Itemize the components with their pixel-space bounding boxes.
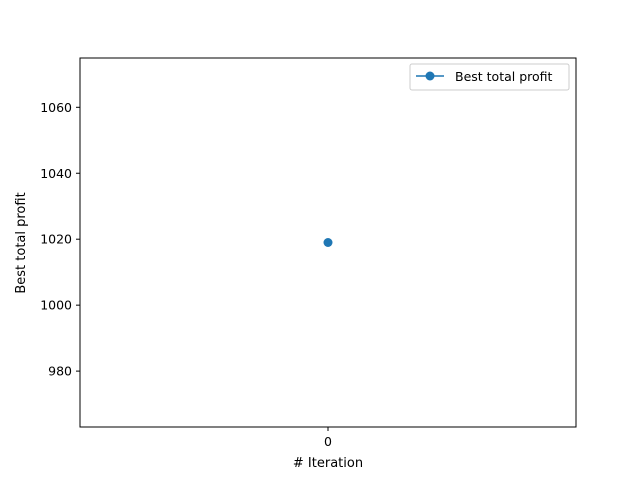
data-point-0-0 [323, 238, 333, 247]
series-layer [323, 238, 333, 247]
y-tick-label-3: 1040 [40, 166, 72, 181]
y-tick-label-0: 980 [48, 364, 72, 379]
y-tick-label-2: 1020 [40, 232, 72, 247]
legend-marker-swatch [425, 71, 435, 81]
y-tick-label-4: 1060 [40, 100, 72, 115]
x-axis-label: # Iteration [293, 456, 363, 471]
y-axis-ticks: 980 1000 1020 1040 1060 [40, 100, 80, 379]
x-tick-label-0: 0 [324, 434, 332, 449]
legend: Best total profit [409, 63, 570, 91]
y-tick-label-1: 1000 [40, 298, 72, 313]
legend-box [409, 63, 570, 91]
y-axis-label: Best total profit [14, 192, 29, 293]
legend-label: Best total profit [455, 69, 553, 84]
x-axis-ticks: 0 [324, 427, 332, 449]
